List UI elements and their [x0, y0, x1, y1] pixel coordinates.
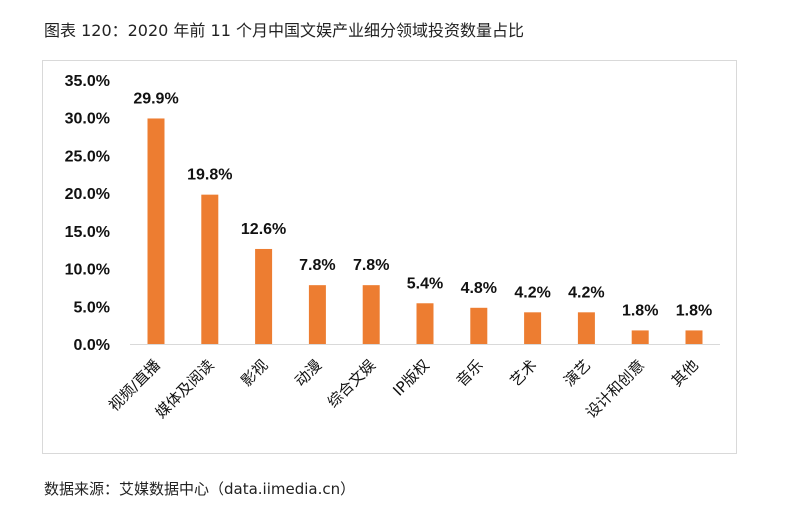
bar [416, 303, 434, 344]
bar [470, 307, 488, 344]
source-note: 数据来源：艾媒数据中心（data.iimedia.cn） [44, 480, 356, 498]
chart-frame [42, 60, 737, 454]
bar [577, 312, 595, 344]
bar [362, 285, 380, 344]
x-tick-label: 动漫 [291, 356, 325, 390]
y-tick-label: 20.0% [65, 186, 110, 203]
x-tick-label: IP版权 [389, 356, 432, 399]
x-tick-label: 综合文娱 [324, 356, 379, 411]
data-label: 29.9% [133, 90, 178, 107]
data-label: 4.2% [568, 284, 604, 301]
x-tick-label: 媒体及阅读 [152, 356, 218, 422]
data-label: 5.4% [407, 275, 443, 292]
bar [255, 248, 273, 344]
bar [308, 285, 326, 344]
y-tick-label: 0.0% [74, 337, 110, 354]
data-label: 7.8% [299, 257, 335, 274]
x-tick-label: 影视 [237, 356, 271, 390]
x-tick-label: 演艺 [560, 356, 594, 390]
y-tick-label: 30.0% [65, 111, 110, 128]
chart-title: 图表 120：2020 年前 11 个月中国文娱产业细分领域投资数量占比 [44, 21, 524, 40]
x-tick-label: 艺术 [506, 356, 540, 390]
bar [524, 312, 542, 344]
y-tick-label: 25.0% [65, 148, 110, 165]
x-tick-label: 其他 [668, 356, 702, 390]
bar [147, 118, 165, 345]
data-label: 4.8% [461, 280, 497, 297]
data-label: 1.8% [676, 302, 712, 319]
y-tick-label: 10.0% [65, 262, 110, 279]
y-tick-label: 15.0% [65, 224, 110, 241]
data-label: 7.8% [353, 257, 389, 274]
data-label: 4.2% [514, 284, 550, 301]
data-label: 12.6% [241, 221, 286, 238]
bar [631, 330, 649, 344]
bar [685, 330, 703, 344]
y-tick-label: 35.0% [65, 73, 110, 90]
x-tick-label: 设计和创意 [582, 356, 648, 422]
data-label: 1.8% [622, 302, 658, 319]
x-tick-label: 音乐 [453, 356, 487, 390]
y-tick-label: 5.0% [74, 299, 110, 316]
data-label: 19.8% [187, 167, 232, 184]
bar [201, 194, 219, 344]
